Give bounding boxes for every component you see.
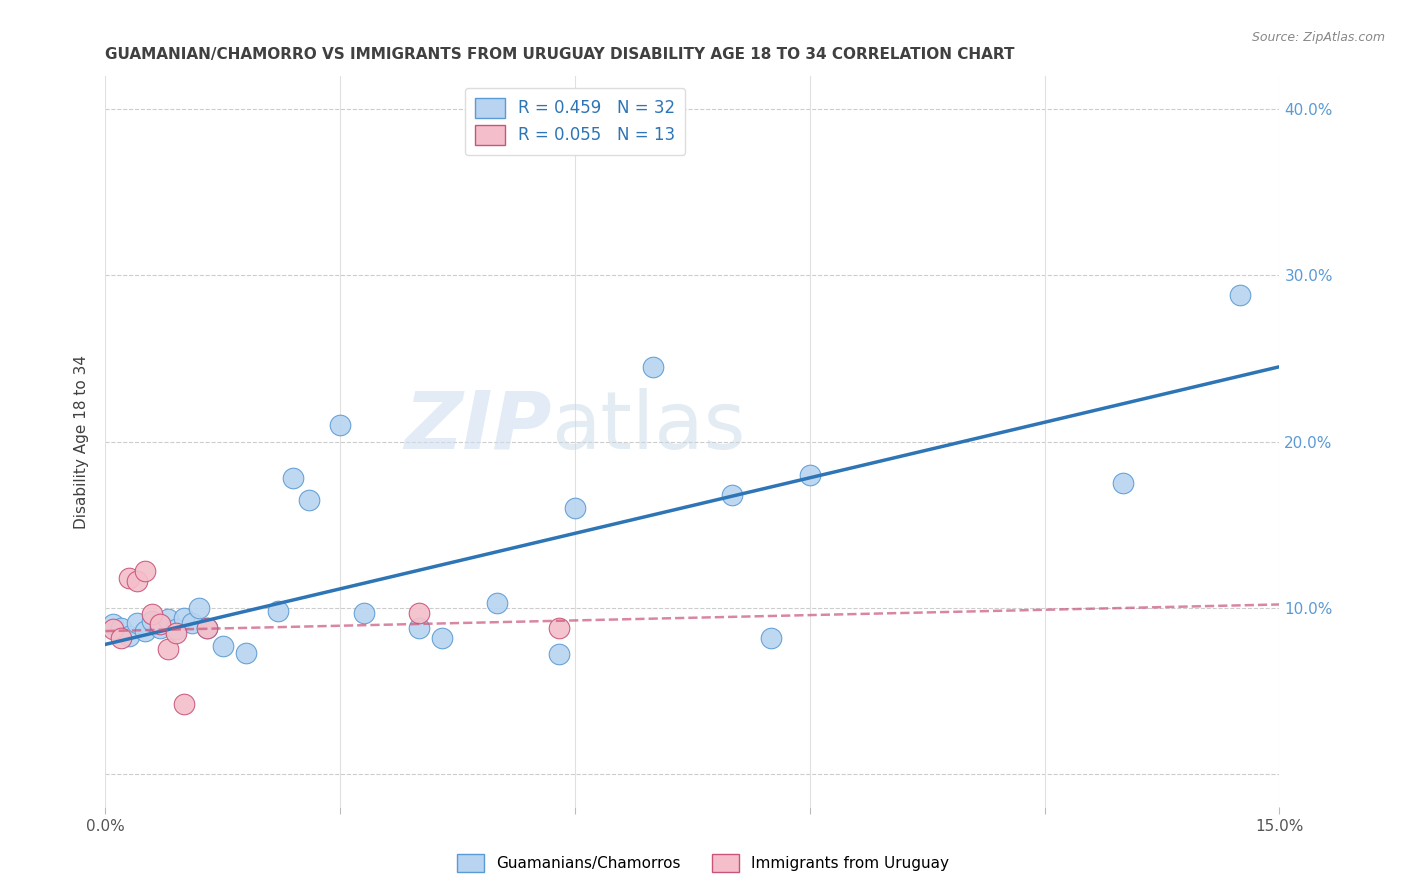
Point xyxy=(564,501,586,516)
Text: GUAMANIAN/CHAMORRO VS IMMIGRANTS FROM URUGUAY DISABILITY AGE 18 TO 34 CORRELATIO: GUAMANIAN/CHAMORRO VS IMMIGRANTS FROM UR… xyxy=(105,47,1015,62)
Point xyxy=(408,621,430,635)
Point xyxy=(353,606,375,620)
Point xyxy=(329,417,352,432)
Legend: Guamanians/Chamorros, Immigrants from Uruguay: Guamanians/Chamorros, Immigrants from Ur… xyxy=(449,846,957,880)
Point xyxy=(548,648,571,662)
Point xyxy=(141,607,163,622)
Point xyxy=(118,571,141,585)
Point xyxy=(110,631,132,645)
Point xyxy=(195,621,218,635)
Y-axis label: Disability Age 18 to 34: Disability Age 18 to 34 xyxy=(75,354,90,529)
Point xyxy=(103,623,125,637)
Point xyxy=(211,639,233,653)
Point xyxy=(157,642,180,657)
Legend: R = 0.459   N = 32, R = 0.055   N = 13: R = 0.459 N = 32, R = 0.055 N = 13 xyxy=(465,87,685,155)
Point xyxy=(134,564,156,578)
Point xyxy=(1112,476,1135,491)
Point xyxy=(173,611,195,625)
Point xyxy=(485,596,508,610)
Point xyxy=(759,631,782,645)
Point xyxy=(1229,288,1251,302)
Point xyxy=(149,617,172,632)
Point xyxy=(165,623,187,637)
Point xyxy=(720,488,742,502)
Point xyxy=(188,600,211,615)
Point xyxy=(141,614,163,628)
Point xyxy=(134,624,156,638)
Point xyxy=(149,621,172,635)
Point xyxy=(619,136,641,150)
Point xyxy=(125,574,148,589)
Point xyxy=(799,467,821,482)
Text: Source: ZipAtlas.com: Source: ZipAtlas.com xyxy=(1251,31,1385,45)
Point xyxy=(298,492,321,507)
Point xyxy=(430,631,453,645)
Text: atlas: atlas xyxy=(551,388,747,466)
Point xyxy=(118,629,141,643)
Text: ZIP: ZIP xyxy=(404,388,551,466)
Point xyxy=(643,359,665,374)
Point xyxy=(165,625,187,640)
Point xyxy=(548,621,571,635)
Point xyxy=(283,471,305,485)
Point xyxy=(125,615,148,630)
Point xyxy=(266,604,288,618)
Point xyxy=(103,617,125,632)
Point xyxy=(235,646,257,660)
Point xyxy=(157,612,180,626)
Point xyxy=(408,606,430,620)
Point xyxy=(110,621,132,635)
Point xyxy=(180,615,202,630)
Point xyxy=(195,621,218,635)
Point xyxy=(173,697,195,711)
